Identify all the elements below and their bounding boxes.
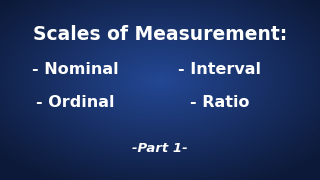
Text: - Ratio: - Ratio	[190, 95, 250, 110]
Text: Scales of Measurement:: Scales of Measurement:	[33, 25, 287, 44]
Text: -Part 1-: -Part 1-	[132, 142, 188, 155]
Text: - Interval: - Interval	[179, 62, 261, 77]
Text: - Nominal: - Nominal	[32, 62, 118, 77]
Text: - Ordinal: - Ordinal	[36, 95, 114, 110]
